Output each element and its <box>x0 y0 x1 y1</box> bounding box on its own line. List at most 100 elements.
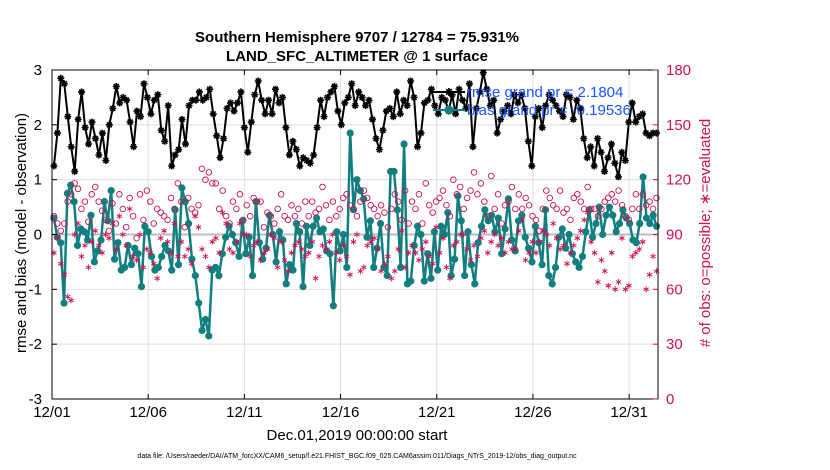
obs-evaluated-point <box>230 249 236 256</box>
obs-possible-point <box>649 205 657 213</box>
legend-rmse-star <box>445 88 453 96</box>
obs-possible-point <box>374 212 381 220</box>
obs-evaluated-point <box>278 238 285 245</box>
bias-point <box>420 277 428 285</box>
bias-point <box>575 263 583 271</box>
obs-evaluated-point <box>333 249 340 256</box>
obs-evaluated-point <box>154 275 161 282</box>
obs-possible-point <box>508 183 516 191</box>
bias-point <box>609 211 617 219</box>
obs-evaluated-point <box>123 242 130 249</box>
obs-possible-point <box>281 212 288 220</box>
bias-point <box>605 203 614 211</box>
legend: rmse grand pr = 2.1804 bias grand pr = -… <box>433 84 631 119</box>
bias-point <box>174 261 183 269</box>
obs-possible-point <box>584 183 591 191</box>
obs-possible-point <box>171 205 178 213</box>
obs-possible-point <box>556 187 564 194</box>
obs-possible-point <box>611 198 619 205</box>
obs-possible-point <box>398 216 405 224</box>
obs-evaluated-point <box>254 238 260 245</box>
rmse-point <box>524 137 532 145</box>
bias-point <box>134 250 142 258</box>
obs-possible-point <box>312 209 319 216</box>
y-tick-label-right: 0 <box>666 391 674 408</box>
obs-evaluated-point <box>536 238 543 245</box>
rmse-point <box>206 85 214 93</box>
obs-possible-point <box>284 216 292 224</box>
bias-point <box>467 261 475 269</box>
obs-possible-point <box>240 216 247 224</box>
bias-point <box>413 222 422 230</box>
obs-evaluated-point <box>398 227 405 234</box>
obs-possible-point <box>605 194 612 202</box>
rmse-point <box>362 102 370 110</box>
x-tick-label: 12/21 <box>418 404 456 421</box>
obs-possible-point <box>432 198 440 205</box>
obs-evaluated-point <box>144 246 150 253</box>
obs-evaluated-point <box>488 238 495 245</box>
rmse-point <box>452 110 460 118</box>
legend-rmse-star-icon <box>445 88 453 96</box>
obs-evaluated-point <box>188 260 195 267</box>
obs-possible-point <box>653 194 660 202</box>
obs-evaluated-point <box>175 253 181 260</box>
rmse-point <box>105 121 113 129</box>
bias-point <box>383 272 391 280</box>
obs-possible-point <box>129 212 137 220</box>
bias-point <box>588 233 597 241</box>
bias-point <box>168 266 176 274</box>
bias-point <box>464 228 472 236</box>
obs-possible-point <box>618 202 626 209</box>
obs-evaluated-point <box>601 268 608 275</box>
legend-bias-circle-icon <box>444 105 454 115</box>
bias-point <box>525 244 533 252</box>
bias-point <box>60 299 68 307</box>
bias-point <box>272 258 280 266</box>
bias-point <box>319 225 327 233</box>
obs-possible-point <box>291 212 299 220</box>
obs-evaluated-point <box>185 246 192 253</box>
rmse-point <box>466 80 473 88</box>
obs-possible-point <box>484 212 492 220</box>
obs-evaluated-point <box>467 257 474 264</box>
rmse-point <box>337 121 345 129</box>
obs-possible-point <box>463 194 471 202</box>
rmse-point <box>607 140 615 148</box>
rmse-point <box>382 107 390 115</box>
bias-point <box>97 236 105 244</box>
bias-point <box>100 198 109 206</box>
y-axis-label-left: rmse and bias (model - observation) <box>13 113 30 353</box>
obs-possible-point <box>491 205 498 213</box>
obs-evaluated-point <box>85 264 92 271</box>
obs-evaluated-point <box>388 275 395 282</box>
bias-point <box>390 167 398 176</box>
obs-evaluated-point <box>619 235 625 242</box>
rmse-point <box>292 146 300 153</box>
obs-possible-point <box>594 212 602 220</box>
rmse-point <box>559 113 567 121</box>
rmse-point <box>223 104 231 112</box>
y-tick-label-right: 90 <box>666 227 683 244</box>
y-tick-label-right: 60 <box>666 281 683 298</box>
obs-possible-point <box>322 202 330 209</box>
obs-evaluated-point <box>391 268 398 275</box>
bias-point <box>545 272 553 280</box>
chart-subtitle: LAND_SFC_ALTIMETER @ 1 surface <box>226 48 488 65</box>
bias-point <box>222 233 230 241</box>
obs-possible-point <box>346 202 354 209</box>
bias-point <box>245 233 253 241</box>
rmse-point <box>386 104 394 112</box>
rmse-point <box>133 107 141 115</box>
bias-point <box>87 211 95 219</box>
obs-possible-point <box>443 202 450 209</box>
bias-point <box>218 250 226 258</box>
bias-point <box>285 261 294 269</box>
bias-point <box>393 206 401 214</box>
obs-possible-point <box>215 205 223 213</box>
obs-evaluated-point <box>422 238 429 245</box>
obs-possible-point <box>236 191 244 198</box>
obs-possible-point <box>446 212 454 220</box>
rmse-point <box>441 96 449 104</box>
obs-possible-point <box>481 198 488 205</box>
